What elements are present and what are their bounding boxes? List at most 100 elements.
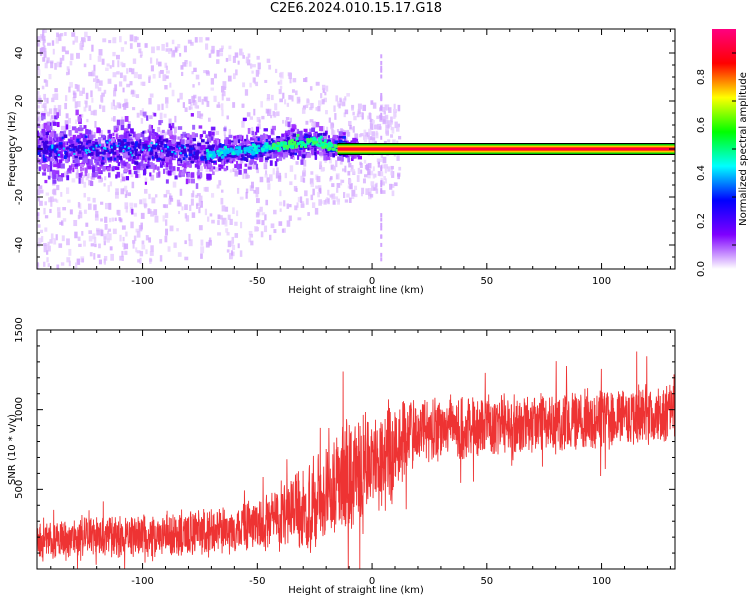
noise-speck [190,198,194,206]
core-cell [195,154,199,158]
x-axis-label: Height of straight line (km) [288,585,424,596]
ridge-cell [288,140,292,144]
noise-speck [113,105,118,110]
noise-speck [278,201,283,206]
noise-speck [112,60,115,68]
noise-cell [114,144,118,149]
noise-speck [156,46,160,51]
noise-speck [352,111,355,116]
noise-speck [267,183,271,190]
core-cell [102,156,105,160]
noise-speck [219,48,224,53]
noise-cell [91,154,96,160]
noise-speck [167,246,171,252]
core-cell [82,145,85,148]
core-cell [84,135,88,138]
noise-cell [128,169,132,175]
noise-speck [194,102,198,109]
ridge-cell [127,147,130,150]
core-cell [87,152,91,156]
core-cell [77,141,82,144]
noise-speck [127,192,131,197]
ridge-cell [129,151,132,154]
noise-cell [141,158,144,163]
noise-cell [325,152,330,157]
noise-speck [124,194,128,198]
noise-cell [176,166,180,172]
noise-speck [266,177,271,183]
core-cell [180,146,184,149]
noise-speck [390,120,394,125]
noise-cell [149,139,152,145]
noise-speck [117,209,121,216]
ridge-cell [239,149,243,153]
noise-cell [70,149,74,156]
noise-cell [173,135,177,140]
noise-speck [252,77,256,83]
noise-speck [230,250,234,256]
noise-cell [74,140,78,146]
noise-cell [72,134,76,141]
noise-cell [121,163,125,169]
noise-speck [358,133,362,138]
noise-speck [78,212,83,219]
noise-cell [233,135,236,141]
core-cell [113,157,117,161]
noise-speck [266,58,271,63]
noise-cell [163,162,166,167]
noise-speck [104,216,108,223]
noise-cell [97,145,101,150]
noise-speck [294,174,297,180]
noise-cell [238,169,242,175]
noise-cell [311,127,316,132]
noise-speck [129,81,133,86]
noise-speck [165,228,169,236]
noise-cell [284,130,289,135]
noise-cell [250,137,255,141]
noise-speck [130,89,135,95]
noise-cell [300,159,304,165]
noise-cell [197,169,200,176]
noise-speck [94,243,97,248]
noise-cell [147,160,150,165]
noise-speck [305,120,309,125]
noise-speck [164,62,168,68]
x-tick-label: 50 [480,576,493,587]
core-cell [189,150,193,154]
noise-cell [57,151,62,156]
noise-speck [135,228,140,233]
noise-speck [380,135,383,140]
noise-speck [46,57,50,64]
noise-speck [44,201,47,206]
core-cell [101,151,105,155]
ridge-cell [206,156,210,160]
noise-speck [317,191,320,198]
noise-speck [141,244,146,250]
noise-speck [380,92,383,97]
noise-speck [109,181,113,187]
noise-cell [79,163,85,168]
noise-speck [108,228,112,232]
noise-cell [183,168,187,174]
core-cell [54,155,57,160]
noise-speck [191,71,194,75]
noise-cell [245,139,249,144]
core-cell [290,152,295,155]
noise-cell [251,130,255,136]
noise-speck [165,48,170,52]
noise-speck [263,162,268,170]
noise-speck [232,102,236,108]
core-cell [265,157,269,161]
noise-speck [288,215,292,221]
noise-cell [60,173,65,178]
noise-cell [95,157,100,162]
core-cell [254,142,258,147]
noise-speck [110,102,114,110]
ridge-cell [256,148,260,152]
core-cell [153,144,158,148]
noise-speck [78,243,82,247]
noise-speck [102,105,106,113]
noise-speck [368,187,372,195]
noise-speck [178,210,181,215]
